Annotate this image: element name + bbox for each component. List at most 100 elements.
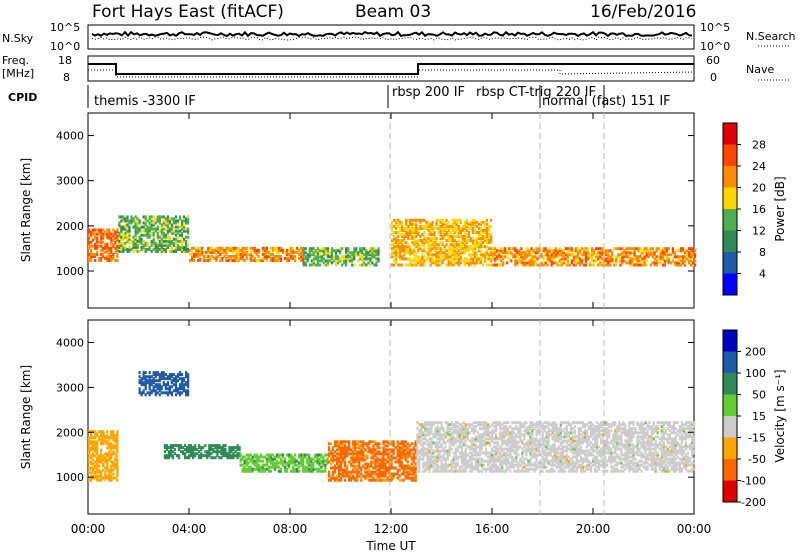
velocity-echo-cell: [366, 446, 369, 450]
velocity-echo-cell: [241, 457, 244, 461]
velocity-echo-cell: [114, 434, 117, 438]
velocity-echo-cell: [338, 452, 341, 456]
velocity-echo-cell: [368, 474, 371, 478]
velocity-echo-cell: [547, 429, 550, 433]
power-echo-cell: [341, 263, 344, 267]
velocity-echo-cell: [519, 463, 522, 467]
velocity-echo-cell: [179, 450, 183, 454]
velocity-echo-cell: [88, 430, 91, 434]
velocity-echo-cell: [106, 458, 109, 462]
velocity-echo-cell: [489, 459, 492, 463]
velocity-echo-cell: [382, 462, 385, 466]
velocity-echo-cell: [553, 455, 556, 459]
velocity-echo-cell: [482, 443, 486, 447]
power-echo-cell: [269, 252, 272, 256]
velocity-echo-cell: [336, 444, 339, 448]
power-echo-cell: [110, 248, 113, 252]
velocity-echo-cell: [535, 443, 538, 447]
power-echo-cell: [314, 255, 317, 259]
power-echo-cell: [687, 251, 691, 255]
velocity-echo-cell: [515, 443, 518, 447]
power-echo-cell: [542, 263, 545, 267]
velocity-echo-cell: [464, 461, 467, 465]
power-echo-cell: [593, 263, 596, 267]
velocity-echo-cell: [290, 453, 293, 457]
velocity-echo-cell: [348, 452, 351, 456]
velocity-echo-cell: [366, 450, 369, 454]
power-echo-cell: [502, 251, 505, 255]
power-echo-cell: [316, 261, 319, 265]
velocity-echo-cell: [499, 433, 502, 437]
power-echo-cell: [166, 241, 169, 245]
velocity-echo-cell: [462, 441, 465, 445]
power-echo-cell: [174, 239, 178, 243]
velocity-echo-cell: [182, 389, 186, 393]
power-echo-cell: [445, 255, 448, 259]
velocity-echo-cell: [106, 446, 109, 450]
velocity-echo-cell: [169, 454, 172, 458]
velocity-echo-cell: [503, 453, 506, 457]
power-echo-cell: [168, 237, 171, 241]
velocity-echo-cell: [460, 431, 463, 435]
velocity-echo-cell: [346, 448, 349, 452]
power-echo-cell: [369, 257, 372, 261]
velocity-echo-cell: [456, 439, 459, 443]
velocity-echo-cell: [392, 448, 395, 452]
power-echo-cell: [235, 246, 238, 250]
velocity-echo-cell: [172, 379, 175, 383]
power-echo-cell: [172, 241, 175, 245]
power-echo-cell: [308, 253, 311, 257]
velocity-echo-cell: [344, 470, 347, 474]
velocity-echo-cell: [428, 463, 431, 467]
power-echo-cell: [595, 255, 598, 259]
velocity-echo-cell: [470, 439, 473, 443]
power-echo-cell: [453, 251, 456, 255]
power-echo-cell: [94, 246, 97, 250]
velocity-echo-cell: [497, 467, 500, 471]
power-echo-cell: [544, 253, 547, 257]
velocity-echo-cell: [172, 389, 175, 393]
velocity-echo-cell: [450, 439, 453, 443]
velocity-echo-cell: [194, 444, 197, 448]
power-echo-cell: [140, 233, 143, 237]
power-echo-cell: [98, 256, 101, 260]
power-echo-cell: [369, 247, 372, 251]
power-echo-cell: [560, 253, 563, 257]
velocity-echo-cell: [184, 444, 187, 448]
power-echo-cell: [415, 251, 418, 255]
velocity-echo-cell: [440, 455, 443, 459]
power-echo-cell: [526, 263, 529, 267]
velocity-echo-cell: [152, 379, 155, 383]
velocity-echo-cell: [470, 429, 473, 433]
velocity-echo-cell: [545, 445, 548, 449]
power-echo-cell: [96, 244, 99, 248]
power-echo-cell: [290, 254, 293, 258]
power-echo-cell: [649, 253, 652, 257]
power-echo-cell: [269, 246, 272, 250]
power-echo-cell: [631, 257, 634, 261]
power-echo-cell: [457, 261, 460, 265]
velocity-echo-cell: [521, 439, 524, 443]
velocity-echo-cell: [539, 469, 542, 473]
power-echo-cell: [108, 236, 111, 240]
velocity-echo-cell: [535, 431, 538, 435]
power-echo-cell: [463, 222, 466, 226]
velocity-echo-cell: [464, 429, 467, 433]
power-echo-cell: [607, 251, 610, 255]
velocity-echo-cell: [523, 469, 526, 473]
velocity-echo-cell: [362, 458, 365, 462]
power-echo-cell: [164, 249, 167, 253]
power-echo-cell: [114, 232, 117, 236]
velocity-echo-cell: [372, 440, 375, 444]
power-echo-cell: [421, 226, 424, 230]
power-echo-cell: [490, 247, 493, 251]
velocity-echo-cell: [286, 467, 289, 471]
power-echo-cell: [560, 263, 563, 267]
power-echo-cell: [449, 259, 452, 263]
velocity-echo-cell: [239, 459, 242, 463]
velocity-echo-cell: [418, 437, 421, 441]
velocity-echo-cell: [382, 470, 385, 474]
power-echo-cell: [142, 245, 145, 249]
power-echo-cell: [100, 228, 103, 232]
power-echo-cell: [425, 224, 428, 228]
